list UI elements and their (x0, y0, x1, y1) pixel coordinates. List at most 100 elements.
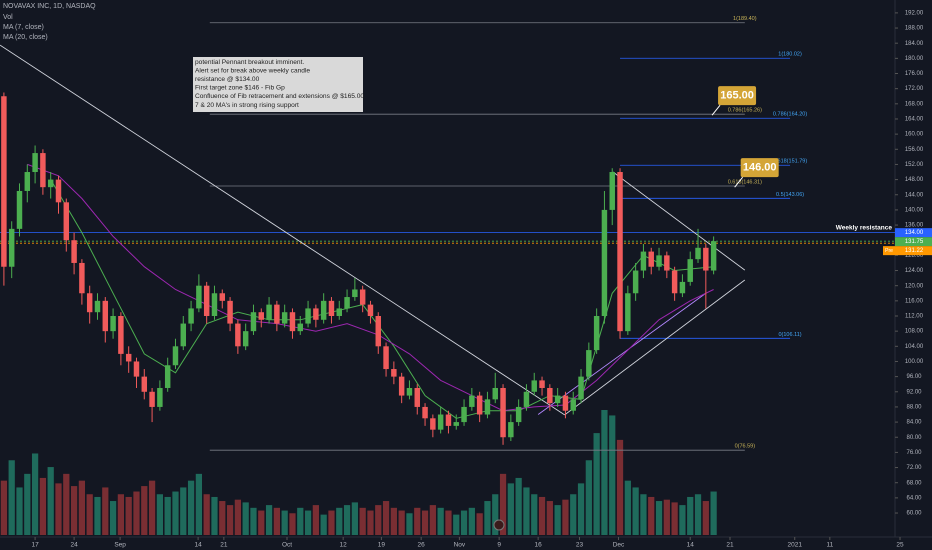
volume-bar (616, 439, 624, 535)
volume-bar (125, 496, 132, 535)
candle-body (336, 308, 342, 316)
candle-body (398, 376, 405, 396)
chart-title: NOVAVAX INC, 1D, NASDAQ (3, 3, 96, 10)
candle-body (648, 251, 654, 267)
candle-body (359, 289, 366, 305)
fib-label: 1(189.40) (733, 16, 757, 22)
volume-bar (281, 510, 288, 535)
price-label-box (895, 228, 932, 238)
candle-body (164, 365, 171, 388)
candle-body (125, 353, 132, 362)
x-tick-label: 12 (340, 542, 348, 549)
y-tick-label: 192.00 (905, 10, 924, 16)
candle-body (227, 300, 233, 324)
candle-body (531, 380, 537, 392)
volume-bar (632, 487, 639, 535)
volume-bar (476, 513, 483, 535)
volume-bar (499, 473, 507, 535)
fib-label: 0.786(164.20) (773, 112, 807, 118)
candle-body (24, 172, 31, 191)
y-tick-label: 112.00 (905, 314, 924, 320)
x-tick-label: Dec (613, 542, 625, 549)
price-label: 131.75 (905, 239, 924, 245)
y-tick-label: 164.00 (905, 117, 924, 123)
volume-bar (507, 483, 514, 535)
volume-bar (24, 473, 31, 535)
volume-bar (336, 507, 343, 535)
y-tick-label: 184.00 (905, 41, 924, 47)
volume-bar (702, 501, 709, 535)
candle-body (149, 391, 155, 407)
candle-body (632, 270, 639, 294)
price-label: 134.00 (905, 230, 924, 236)
volume-bar (367, 510, 374, 535)
note-line: 7 & 20 MA's in strong rising support (195, 102, 299, 109)
price-label-box (895, 246, 932, 256)
candle-body (344, 297, 350, 309)
volume-bar (375, 505, 382, 535)
candle-body (102, 300, 109, 332)
volume-bar (359, 507, 366, 535)
candle-body (406, 387, 413, 396)
candle-body (601, 209, 608, 316)
volume-bar (102, 487, 109, 535)
candle-body (211, 293, 218, 316)
y-tick-label: 88.00 (906, 405, 922, 411)
volume-bar (468, 507, 475, 535)
candle-body (274, 304, 280, 324)
candle-body (508, 422, 514, 438)
volume-bar (538, 496, 546, 535)
candle-body (578, 376, 584, 400)
candle-body (664, 255, 670, 271)
candle-body (523, 391, 530, 407)
candle-body (476, 395, 483, 415)
candle-body (172, 346, 179, 366)
x-tick-label: 21 (726, 542, 734, 549)
volume-bar (523, 487, 530, 535)
x-tick-label: 21 (220, 542, 228, 549)
candle-body (422, 406, 428, 419)
volume-bar (460, 510, 468, 535)
y-tick-label: 104.00 (905, 344, 924, 350)
y-tick-label: 136.00 (905, 223, 924, 229)
note-line: Alert set for break above weekly candle (195, 67, 310, 74)
candle-body (86, 293, 93, 313)
y-tick-label: 148.00 (905, 177, 924, 183)
candle-body (679, 281, 686, 294)
volume-bar (398, 510, 405, 535)
volume-bar (562, 499, 569, 535)
x-tick-label: 24 (70, 542, 78, 549)
candle-body (203, 285, 210, 316)
trendline (612, 171, 746, 271)
volume-bar (8, 460, 15, 535)
volume-bar (234, 499, 241, 535)
candle-body (695, 247, 701, 260)
note-line: potential Pennant breakout imminent. (195, 59, 304, 66)
volume-bar (273, 507, 280, 535)
x-tick-label: 9 (497, 542, 501, 549)
candle-body (703, 247, 709, 271)
event-marker[interactable] (493, 519, 505, 531)
volume-bar (55, 483, 62, 535)
x-tick-label: 19 (378, 542, 386, 549)
candle-body (437, 414, 444, 430)
candle-body (71, 240, 77, 263)
target-arrow (711, 104, 721, 116)
candle-body (55, 179, 62, 203)
note-line: resistance @ $134.00 (195, 76, 260, 83)
y-tick-label: 120.00 (905, 283, 924, 289)
candle-body (617, 172, 623, 332)
volume-bar (585, 460, 592, 535)
candle-body (445, 414, 452, 426)
candle-body (94, 300, 101, 313)
candle-body (453, 422, 459, 426)
volume-bar (211, 496, 218, 535)
candle-body (391, 369, 397, 377)
volume-bar (601, 410, 608, 535)
volume-bar (710, 491, 717, 535)
candle-body (414, 387, 420, 407)
candle-body (515, 406, 522, 423)
volume-bar (148, 480, 156, 535)
x-tick-label: 16 (535, 542, 543, 549)
y-tick-label: 76.00 (906, 450, 922, 456)
